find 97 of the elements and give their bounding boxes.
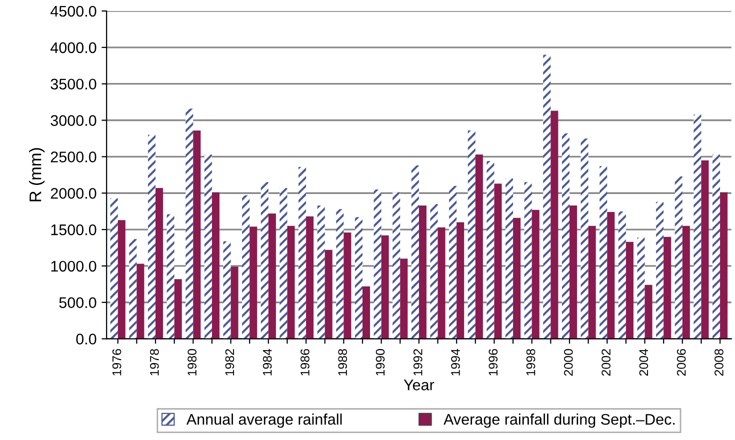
- x-tick-label: 1982: [225, 349, 234, 376]
- bar: [136, 264, 144, 339]
- bar: [664, 236, 672, 339]
- bar: [720, 192, 728, 339]
- bar: [287, 226, 295, 339]
- x-tick-label: 1992: [413, 349, 422, 376]
- bar: [543, 54, 551, 339]
- bar: [456, 222, 464, 339]
- bar: [400, 258, 408, 339]
- bar: [242, 195, 250, 339]
- bar: [430, 204, 438, 339]
- bar: [193, 130, 201, 339]
- x-tick-label: 1998: [526, 349, 536, 376]
- bar: [532, 210, 540, 339]
- x-tick-label: 1978: [150, 349, 159, 376]
- bar: [298, 166, 306, 339]
- legend-label: Annual average rainfall: [186, 414, 342, 428]
- bar: [392, 192, 400, 339]
- y-tick-label: 2000.0: [50, 188, 96, 199]
- y-tick-label: 1000.0: [51, 260, 96, 272]
- bar: [449, 186, 457, 339]
- y-tick-label: 3500.0: [50, 78, 96, 90]
- bar: [644, 284, 652, 339]
- bar: [475, 154, 483, 339]
- bar: [569, 205, 578, 339]
- x-tick-label: 1976: [112, 349, 122, 376]
- x-tick-label: 1980: [188, 349, 196, 376]
- bar: [438, 227, 446, 339]
- bar: [354, 217, 362, 339]
- bar: [524, 182, 532, 339]
- bar: [674, 176, 682, 339]
- bar: [148, 134, 156, 339]
- bar: [381, 235, 389, 339]
- x-axis-title: Year: [404, 380, 434, 390]
- bar: [174, 279, 182, 339]
- bar: [280, 188, 288, 339]
- bar: [682, 226, 690, 339]
- y-axis-title: R (mm): [29, 148, 45, 202]
- x-tick-label: 1996: [488, 349, 498, 376]
- y-tick-label: 4000.0: [50, 42, 96, 54]
- bar: [260, 182, 268, 339]
- bar: [550, 110, 558, 339]
- bar: [336, 209, 344, 339]
- x-tick-label: 1988: [338, 349, 348, 376]
- bar: [306, 216, 314, 339]
- bar: [701, 160, 709, 339]
- bar: [156, 188, 164, 339]
- bar: [268, 214, 276, 339]
- bar: [250, 226, 258, 339]
- bar: [230, 266, 238, 339]
- bar: [374, 189, 382, 339]
- bar: [506, 178, 514, 339]
- bar: [411, 165, 419, 339]
- x-tick-label: 1984: [262, 348, 272, 376]
- bar: [486, 161, 494, 339]
- bar: [513, 218, 521, 339]
- bar: [110, 198, 118, 339]
- bar: [637, 238, 645, 339]
- bar: [468, 130, 476, 339]
- bar: [656, 202, 664, 339]
- y-tick-label: 2500.0: [50, 152, 96, 162]
- x-tick-label: 1990: [376, 349, 385, 376]
- bar: [344, 232, 352, 339]
- bar: [618, 211, 626, 339]
- bar: [166, 214, 174, 339]
- bar: [212, 192, 220, 339]
- x-tick-label: 1986: [300, 349, 310, 376]
- bar: [223, 241, 231, 339]
- bar: [118, 220, 126, 339]
- x-tick-label: 2006: [676, 349, 686, 376]
- bar: [607, 212, 615, 339]
- x-tick-label: 2000: [564, 349, 573, 376]
- x-tick-label: 2004: [639, 348, 648, 376]
- bar: [129, 239, 137, 339]
- y-tick-label: 500.0: [59, 297, 96, 308]
- x-tick-label: 2008: [714, 349, 724, 376]
- y-tick-label: 3000.0: [50, 115, 96, 126]
- x-tick-label: 1994: [451, 348, 460, 376]
- y-tick-label: 0.0: [76, 334, 96, 344]
- bar: [626, 242, 634, 339]
- bar: [204, 154, 212, 339]
- bar: [362, 286, 370, 339]
- bar: [494, 184, 502, 339]
- bar: [324, 250, 332, 339]
- bar: [562, 133, 570, 339]
- bar: [580, 138, 588, 339]
- legend-label: Average rainfall during Sept.–Dec.: [444, 414, 675, 428]
- bar: [694, 114, 702, 339]
- bar: [588, 226, 596, 339]
- x-tick-label: 2002: [602, 349, 610, 376]
- bar: [418, 205, 426, 339]
- y-tick-label: 1500.0: [51, 224, 96, 236]
- bar: [186, 108, 194, 339]
- bar: [600, 166, 608, 339]
- bar: [317, 205, 325, 339]
- y-tick-label: 4500.0: [50, 6, 96, 17]
- bar: [712, 154, 720, 339]
